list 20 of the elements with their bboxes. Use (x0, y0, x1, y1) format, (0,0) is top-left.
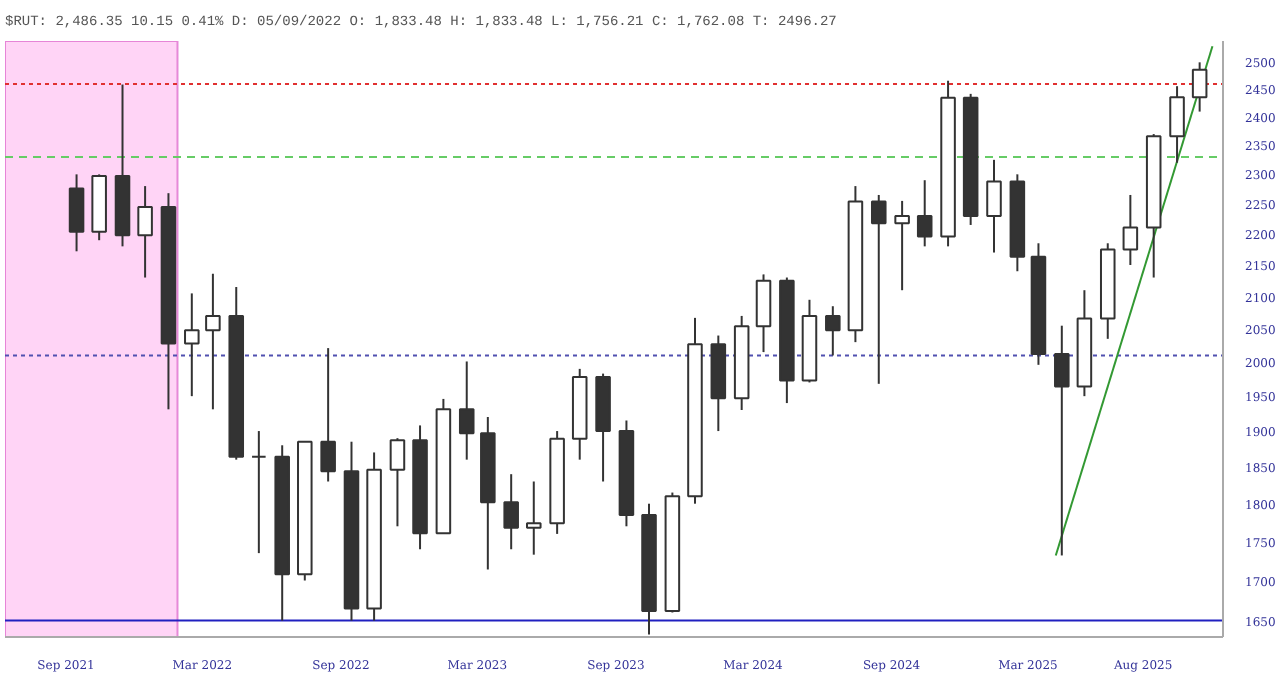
candlestick (251, 430, 267, 555)
candlestick (205, 272, 221, 411)
candlestick (1191, 61, 1208, 113)
candlestick (184, 292, 200, 398)
candlestick (755, 273, 772, 354)
candlestick (894, 199, 910, 292)
candlestick (389, 437, 406, 528)
candlestick (458, 360, 475, 461)
candlestick (503, 473, 519, 551)
candlestick (870, 193, 887, 385)
candlestick (916, 179, 933, 248)
candlestick (68, 173, 85, 253)
candlestick (986, 158, 1002, 254)
candlestick (825, 305, 841, 357)
candlestick (320, 347, 336, 483)
candlestick (1169, 85, 1185, 164)
candlestick (1054, 324, 1070, 557)
candlestick (526, 480, 542, 556)
candlestick (137, 185, 153, 279)
candlestick (1122, 193, 1139, 266)
